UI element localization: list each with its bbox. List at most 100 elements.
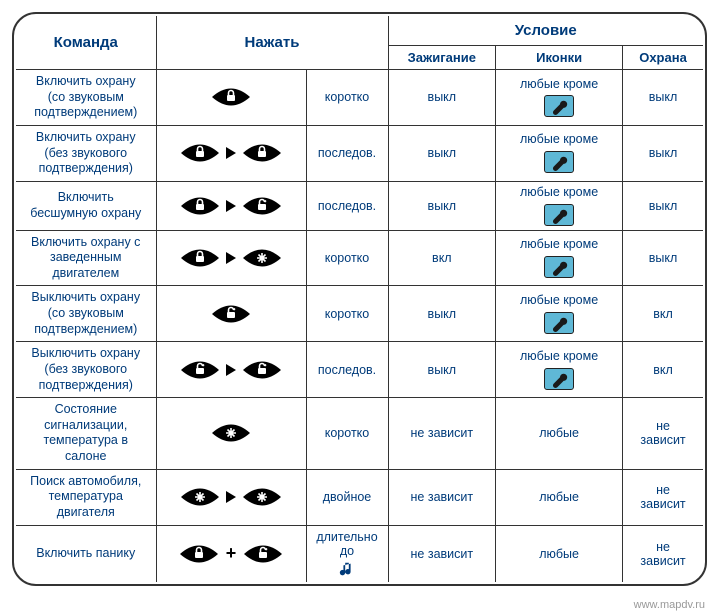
watermark: www.mapdv.ru	[634, 599, 705, 611]
ignition-cell: не зависит	[388, 398, 496, 470]
guard-cell: вкл	[623, 342, 703, 398]
wrench-icon	[544, 151, 574, 173]
lock-button-icon	[179, 245, 221, 271]
guard-cell: независит	[623, 469, 703, 525]
icons-cell: любые кроме	[496, 181, 623, 230]
lock-button-icon	[178, 541, 220, 567]
col-command: Команда	[16, 16, 156, 70]
sequence-arrow-icon	[225, 147, 237, 159]
icons-cell: любые кроме	[496, 125, 623, 181]
press-icons-cell	[156, 342, 306, 398]
press-text-cell: последов.	[306, 342, 388, 398]
command-cell: Включить охрану(без звуковогоподтвержден…	[16, 125, 156, 181]
sequence-arrow-icon	[225, 364, 237, 376]
press-text-cell: коротко	[306, 398, 388, 470]
icons-cell: любые	[496, 469, 623, 525]
table-row: Включитьбесшумную охрану последов.выкл лю…	[16, 181, 703, 230]
icons-any-except: любые кроме	[502, 186, 616, 226]
wrench-icon	[544, 256, 574, 278]
press-icons-cell	[156, 181, 306, 230]
table-row: Включить охрану(со звуковымподтверждение…	[16, 70, 703, 126]
press-icons-cell	[156, 398, 306, 470]
press-text-cell: коротко	[306, 286, 388, 342]
wrench-icon	[544, 312, 574, 334]
guard-cell: выкл	[623, 70, 703, 126]
command-cell: Включить охрану(со звуковымподтверждение…	[16, 70, 156, 126]
table-row: Поиск автомобиля,температурадвигателя дво…	[16, 469, 703, 525]
ignition-cell: выкл	[388, 286, 496, 342]
icons-cell: любые	[496, 398, 623, 470]
lock-button-icon	[179, 193, 221, 219]
press-icons-cell: +	[156, 525, 306, 582]
star-button-icon	[241, 484, 283, 510]
icons-cell: любые кроме	[496, 230, 623, 286]
sequence-arrow-icon	[225, 491, 237, 503]
star-button-icon	[241, 245, 283, 271]
icons-any-except: любые кроме	[502, 350, 616, 390]
icons-cell: любые кроме	[496, 342, 623, 398]
command-cell: Включитьбесшумную охрану	[16, 181, 156, 230]
star-button-icon	[179, 484, 221, 510]
unlock-button-icon	[179, 357, 221, 383]
press-icons-cell	[156, 125, 306, 181]
press-icons-cell	[156, 469, 306, 525]
table-row: Выключить охрану(без звуковогоподтвержде…	[16, 342, 703, 398]
unlock-button-icon	[210, 301, 252, 327]
wrench-icon	[544, 368, 574, 390]
ignition-cell: выкл	[388, 342, 496, 398]
press-icons-cell	[156, 286, 306, 342]
press-text-cell: последов.	[306, 181, 388, 230]
plus-icon: +	[226, 543, 237, 564]
press-icons-cell	[156, 230, 306, 286]
ignition-cell: не зависит	[388, 525, 496, 582]
icons-cell: любые кроме	[496, 70, 623, 126]
command-cell: Выключить охрану(без звуковогоподтвержде…	[16, 342, 156, 398]
table-row: Включить охрану сзаведеннымдвигателем кор…	[16, 230, 703, 286]
music-note-icon	[338, 560, 356, 578]
col-guard: Охрана	[623, 46, 703, 70]
wrench-icon	[544, 204, 574, 226]
guard-cell: независит	[623, 398, 703, 470]
guard-cell: выкл	[623, 230, 703, 286]
ignition-cell: выкл	[388, 70, 496, 126]
col-condition: Условие	[388, 16, 703, 46]
press-icons-cell	[156, 70, 306, 126]
commands-table: Команда Нажать Условие Зажигание Иконки …	[16, 16, 703, 582]
icons-cell: любые кроме	[496, 286, 623, 342]
table-row: Включить охрану(без звуковогоподтвержден…	[16, 125, 703, 181]
col-press: Нажать	[156, 16, 388, 70]
ignition-cell: вкл	[388, 230, 496, 286]
lock-button-icon	[241, 140, 283, 166]
command-cell: Выключить охрану(со звуковымподтверждени…	[16, 286, 156, 342]
unlock-button-icon	[241, 357, 283, 383]
press-text-cell: коротко	[306, 70, 388, 126]
press-text-cell: двойное	[306, 469, 388, 525]
press-text-cell: последов.	[306, 125, 388, 181]
icons-cell: любые	[496, 525, 623, 582]
guard-cell: вкл	[623, 286, 703, 342]
press-text-cell: длительно до	[306, 525, 388, 582]
wrench-icon	[544, 95, 574, 117]
table-row: Включить панику + длительно доне зависитлю…	[16, 525, 703, 582]
ignition-cell: выкл	[388, 125, 496, 181]
unlock-button-icon	[241, 193, 283, 219]
sequence-arrow-icon	[225, 200, 237, 212]
col-icons: Иконки	[496, 46, 623, 70]
press-text-cell: коротко	[306, 230, 388, 286]
command-cell: Состояниесигнализации,температура всалон…	[16, 398, 156, 470]
table-frame: Команда Нажать Условие Зажигание Иконки …	[12, 12, 707, 586]
lock-button-icon	[179, 140, 221, 166]
icons-any-except: любые кроме	[502, 78, 616, 118]
lock-button-icon	[210, 84, 252, 110]
command-cell: Включить панику	[16, 525, 156, 582]
icons-any-except: любые кроме	[502, 238, 616, 278]
icons-any-except: любые кроме	[502, 133, 616, 173]
command-cell: Включить охрану сзаведеннымдвигателем	[16, 230, 156, 286]
star-button-icon	[210, 420, 252, 446]
guard-cell: выкл	[623, 125, 703, 181]
col-ignition: Зажигание	[388, 46, 496, 70]
table-row: Состояниесигнализации,температура всалон…	[16, 398, 703, 470]
ignition-cell: не зависит	[388, 469, 496, 525]
ignition-cell: выкл	[388, 181, 496, 230]
command-cell: Поиск автомобиля,температурадвигателя	[16, 469, 156, 525]
